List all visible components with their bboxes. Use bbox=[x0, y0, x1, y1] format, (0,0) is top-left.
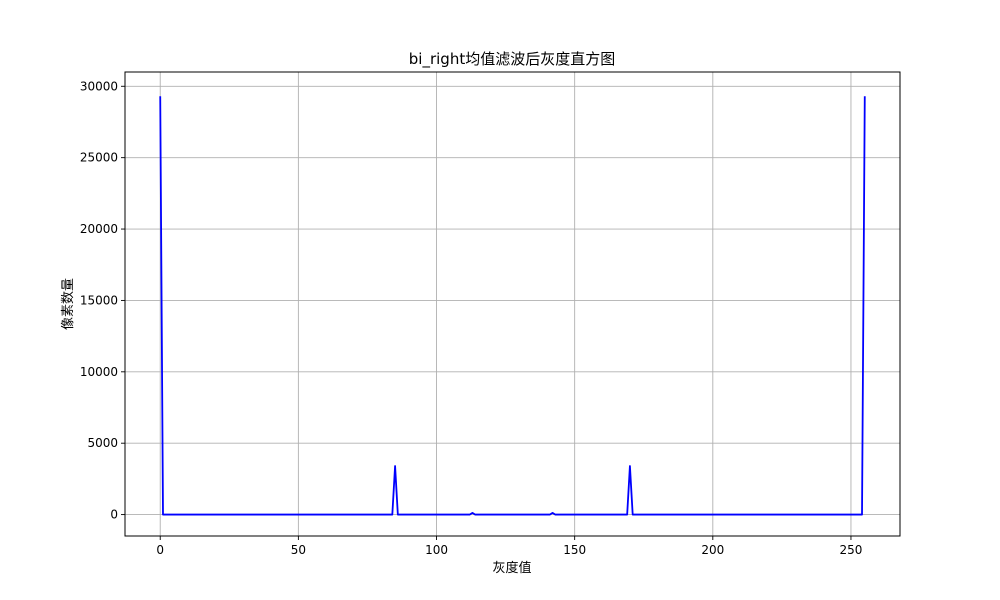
chart-title: bi_right均值滤波后灰度直方图 bbox=[409, 50, 615, 69]
y-tick-label: 0 bbox=[110, 508, 118, 522]
x-tick-label: 250 bbox=[840, 543, 863, 557]
x-axis-label: 灰度值 bbox=[492, 560, 531, 576]
y-axis-label: 像素数量 bbox=[61, 278, 76, 330]
y-tick-label: 5000 bbox=[87, 436, 118, 450]
y-tick-label: 30000 bbox=[80, 79, 118, 93]
y-tick-label: 15000 bbox=[80, 293, 118, 307]
y-tick-label: 10000 bbox=[80, 365, 118, 379]
x-tick-label: 50 bbox=[291, 543, 306, 557]
y-axis-ticks: 0 5000 10000 15000 20000 25000 30000 bbox=[80, 79, 125, 522]
x-tick-label: 0 bbox=[156, 543, 164, 557]
x-axis-ticks: 0 50 100 150 200 250 bbox=[156, 536, 862, 557]
y-tick-label: 20000 bbox=[80, 222, 118, 236]
grid bbox=[125, 72, 900, 536]
x-tick-label: 100 bbox=[425, 543, 448, 557]
y-tick-label: 25000 bbox=[80, 151, 118, 165]
x-tick-label: 150 bbox=[563, 543, 586, 557]
plot-area-frame bbox=[124, 71, 901, 537]
x-tick-label: 200 bbox=[701, 543, 724, 557]
series-line bbox=[159, 96, 866, 516]
